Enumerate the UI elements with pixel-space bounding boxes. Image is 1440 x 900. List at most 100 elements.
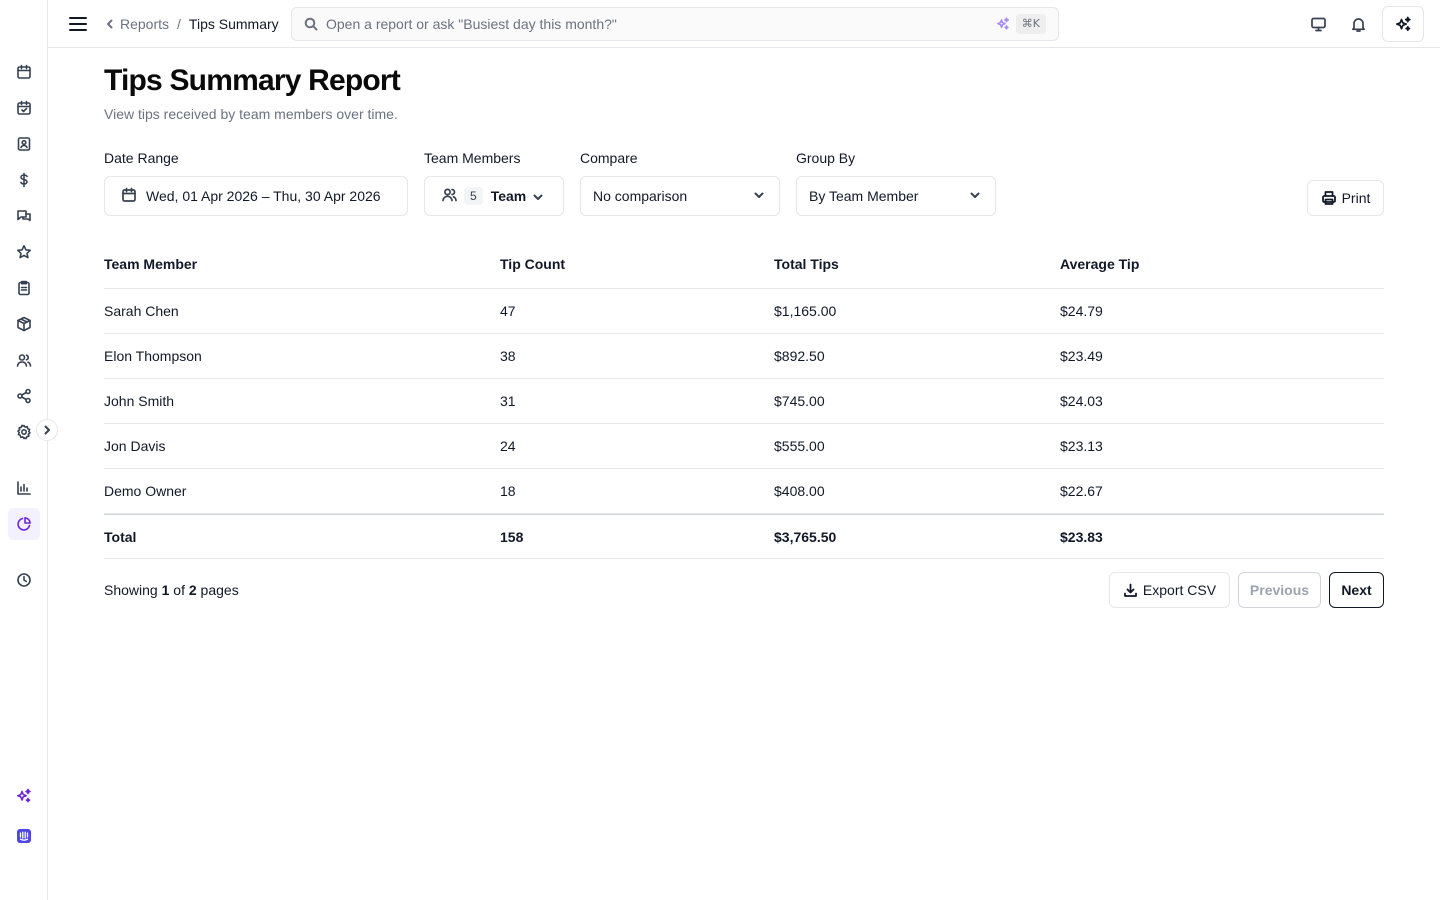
search-input[interactable] [326,16,966,32]
cell-team-member: Elon Thompson [104,348,202,364]
tips-table: Team Member Tip Count Total Tips Average… [104,240,1384,559]
table-row[interactable]: Jon Davis 24 $555.00 $23.13 [104,424,1384,469]
users-icon[interactable] [8,344,40,376]
cell-total-tips: $745.00 [774,393,825,409]
cell-team-member: John Smith [104,393,175,409]
menu-icon[interactable] [66,12,90,36]
cell-total-tips: $892.50 [774,348,825,364]
team-count-badge: 5 [464,187,483,205]
cell-total-tips: $408.00 [774,483,825,499]
bar-chart-icon[interactable] [8,472,40,504]
calendar-icon [121,187,137,206]
gear-icon[interactable] [8,416,40,448]
current-page: 1 [161,582,170,598]
total-average-tip: $23.83 [1060,528,1103,545]
breadcrumb-separator: / [177,16,181,32]
export-csv-button[interactable]: Export CSV [1109,572,1230,608]
group-by-value: By Team Member [809,188,919,204]
share-icon[interactable] [8,380,40,412]
date-range-value: Wed, 01 Apr 2026 – Thu, 30 Apr 2026 [146,188,381,204]
download-icon [1124,583,1137,597]
monitor-icon[interactable] [1306,12,1330,36]
cell-tip-count: 24 [500,438,516,454]
page-subtitle: View tips received by team members over … [104,106,398,122]
header-tip-count[interactable]: Tip Count [500,256,566,272]
cell-average-tip: $23.49 [1060,348,1103,364]
users-icon [441,186,458,206]
search-icon [304,17,318,31]
date-range-picker[interactable]: Wed, 01 Apr 2026 – Thu, 30 Apr 2026 [104,176,408,216]
package-icon[interactable] [8,308,40,340]
cell-tip-count: 47 [500,303,516,319]
next-page-button[interactable]: Next [1329,572,1384,608]
breadcrumb: Reports / Tips Summary [104,15,279,33]
team-members-select[interactable]: 5 Team [424,176,564,216]
clock-icon[interactable] [8,564,40,596]
cell-average-tip: $22.67 [1060,483,1103,499]
calendar-icon[interactable] [8,56,40,88]
topbar: Reports / Tips Summary ⌘K [48,0,1440,48]
cell-total-tips: $1,165.00 [774,303,837,319]
table-row[interactable]: Sarah Chen 47 $1,165.00 $24.79 [104,289,1384,334]
ai-assistant-button[interactable] [1382,6,1424,42]
total-pages: 2 [188,582,197,598]
team-members-value: Team [490,188,527,204]
table-row[interactable]: Elon Thompson 38 $892.50 $23.49 [104,334,1384,379]
group-by-label: Group By [796,150,856,166]
contact-book-icon[interactable] [8,128,40,160]
star-icon[interactable] [8,236,40,268]
team-members-label: Team Members [424,150,521,166]
cell-tip-count: 18 [500,483,516,499]
header-total-tips[interactable]: Total Tips [774,256,839,272]
cell-average-tip: $24.03 [1060,393,1103,409]
export-csv-label: Export CSV [1142,582,1217,598]
showing-prefix: Showing [104,582,158,598]
ai-sparkle-icon[interactable] [996,17,1010,31]
breadcrumb-current: Tips Summary [188,16,279,32]
messages-icon[interactable] [8,200,40,232]
previous-page-button[interactable]: Previous [1238,572,1321,608]
total-tip-count: 158 [500,528,524,545]
cell-team-member: Sarah Chen [104,303,179,319]
pages-suffix: pages [200,582,239,598]
printer-icon [1321,191,1336,205]
total-label: Total [104,528,137,545]
cell-tip-count: 31 [500,393,516,409]
page-title: Tips Summary Report [104,64,401,97]
chevron-down-icon [969,188,981,204]
bell-icon[interactable] [1346,12,1370,36]
table-row[interactable]: John Smith 31 $745.00 $24.03 [104,379,1384,424]
cell-tip-count: 38 [500,348,516,364]
group-by-select[interactable]: By Team Member [796,176,996,216]
calendar-check-icon[interactable] [8,92,40,124]
header-team-member[interactable]: Team Member [104,256,198,272]
table-total-row: Total 158 $3,765.50 $23.83 [104,514,1384,559]
shortcut-badge: ⌘K [1015,14,1046,34]
table-row[interactable]: Demo Owner 18 $408.00 $22.67 [104,469,1384,514]
cell-average-tip: $23.13 [1060,438,1103,454]
date-range-label: Date Range [104,150,179,166]
chevron-left-icon[interactable] [104,15,120,33]
pagination-info: Showing 1 of 2 pages [104,582,239,598]
chevron-down-icon [532,190,544,206]
header-average-tip[interactable]: Average Tip [1060,256,1140,272]
total-total-tips: $3,765.50 [774,528,837,545]
sparkles-icon[interactable] [8,780,40,812]
table-header-row: Team Member Tip Count Total Tips Average… [104,240,1384,289]
chevron-down-icon [753,188,765,204]
compare-select[interactable]: No comparison [580,176,780,216]
compare-label: Compare [580,150,638,166]
sidebar-expand-toggle[interactable] [36,419,58,441]
cell-team-member: Demo Owner [104,483,187,499]
print-label: Print [1341,190,1371,206]
clipboard-icon[interactable] [8,272,40,304]
dollar-icon[interactable] [8,164,40,196]
print-button[interactable]: Print [1307,180,1384,216]
pie-chart-icon[interactable] [8,508,40,540]
compare-value: No comparison [593,188,688,204]
sidebar [0,0,58,900]
breadcrumb-reports[interactable]: Reports [120,16,170,32]
intercom-icon[interactable] [8,820,40,852]
cell-team-member: Jon Davis [104,438,166,454]
search-bar[interactable]: ⌘K [291,7,1059,41]
